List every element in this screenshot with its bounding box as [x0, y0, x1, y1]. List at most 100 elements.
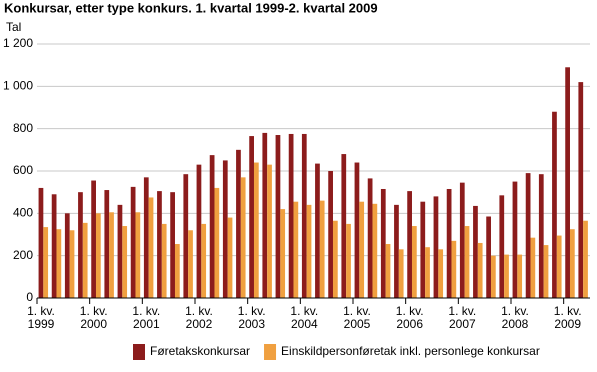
bar [367, 178, 373, 298]
x-tick-label-line: 1. kv. [290, 304, 318, 318]
bar [196, 164, 202, 298]
bar [385, 244, 391, 298]
y-tick-label: 200 [13, 248, 33, 262]
bar [117, 204, 123, 298]
y-axis-label: Tal [6, 20, 21, 34]
bar [280, 209, 286, 298]
x-tick-label: 1. kv. 2008 [501, 304, 529, 331]
bar [328, 171, 333, 298]
bar [209, 155, 215, 298]
x-tick-label-line: 2009 [554, 317, 581, 331]
bar [499, 195, 505, 298]
bar [578, 82, 584, 298]
bar [135, 212, 141, 298]
x-tick-label-line: 1. kv. [185, 304, 213, 318]
legend-label: Einskildpersonføretak inkl. personlege k… [281, 344, 540, 358]
x-tick-label-line: 1. kv. [448, 304, 476, 318]
bar [104, 190, 110, 298]
bar [236, 149, 241, 298]
y-tick-label: 1 200 [3, 36, 33, 50]
bar [161, 223, 167, 298]
bar [394, 204, 399, 298]
legend-swatch [264, 344, 277, 360]
bar [301, 133, 307, 298]
bar [306, 204, 312, 298]
bar [38, 187, 44, 298]
chart-title: Konkursar, etter type konkurs. 1. kvarta… [4, 0, 378, 15]
bar [556, 235, 562, 298]
bar [222, 160, 228, 298]
bar [174, 244, 180, 298]
bar [122, 226, 128, 298]
bar [517, 254, 523, 298]
x-tick-label-line: 2001 [133, 317, 160, 331]
x-tick-label: 1. kv. 2007 [448, 304, 476, 331]
bar [267, 164, 272, 298]
bar [332, 220, 338, 298]
bar [411, 226, 417, 298]
bar [56, 229, 62, 298]
bar [359, 201, 365, 298]
bar [82, 222, 88, 298]
bar [451, 240, 457, 298]
x-tick-label: 1. kv. 2003 [238, 304, 266, 331]
bar [420, 201, 426, 298]
x-tick-label: 1. kv. 2004 [290, 304, 318, 331]
bar [293, 201, 299, 298]
bar [530, 237, 536, 298]
x-tick-label-line: 1999 [28, 317, 55, 331]
bar [201, 223, 207, 298]
bar [583, 220, 588, 298]
x-tick-label: 1. kv. 2001 [132, 304, 160, 331]
bar [130, 186, 136, 298]
bar [319, 200, 325, 298]
bar [43, 227, 49, 298]
legend-swatch [133, 344, 145, 360]
y-tick-label: 600 [13, 163, 33, 177]
x-tick-label-line: 2007 [449, 317, 476, 331]
x-tick-label: 1. kv. 1999 [27, 304, 55, 331]
bar [341, 154, 347, 298]
bar [249, 136, 254, 298]
x-tick-label-line: 2006 [396, 317, 423, 331]
bar [214, 187, 220, 298]
x-tick-label-line: 1. kv. [501, 304, 529, 318]
bar [240, 177, 246, 298]
bar [315, 163, 320, 298]
bar [227, 217, 233, 298]
bar [473, 205, 478, 298]
bar [569, 229, 575, 298]
bar [438, 249, 444, 298]
bar [188, 230, 193, 298]
bar [288, 133, 294, 298]
x-tick-label: 1. kv. 2009 [554, 304, 582, 331]
x-tick-label-line: 2003 [238, 317, 265, 331]
bar [486, 216, 491, 298]
bar [464, 226, 470, 298]
legend-label: Føretakskonkursar [150, 344, 250, 358]
y-tick-label: 400 [13, 206, 33, 220]
bar [372, 203, 378, 298]
x-tick-label-line: 1. kv. [343, 304, 371, 318]
bar [504, 254, 509, 298]
bar [95, 213, 101, 298]
x-tick-label-line: 2008 [502, 317, 529, 331]
bar [354, 162, 360, 298]
bar [275, 135, 281, 298]
bar [477, 242, 483, 298]
bar [525, 173, 531, 298]
bar [543, 245, 549, 298]
x-tick-label-line: 2005 [344, 317, 371, 331]
x-tick-label-line: 2004 [291, 317, 318, 331]
x-tick-label-line: 1. kv. [132, 304, 160, 318]
bar [51, 194, 57, 298]
x-tick-label-line: 1. kv. [80, 304, 108, 318]
bar [143, 177, 149, 298]
bar [380, 188, 386, 298]
bar [490, 255, 496, 298]
bar [538, 174, 544, 298]
x-tick-label-line: 2000 [80, 317, 107, 331]
bar [170, 192, 175, 298]
bar [446, 188, 452, 298]
